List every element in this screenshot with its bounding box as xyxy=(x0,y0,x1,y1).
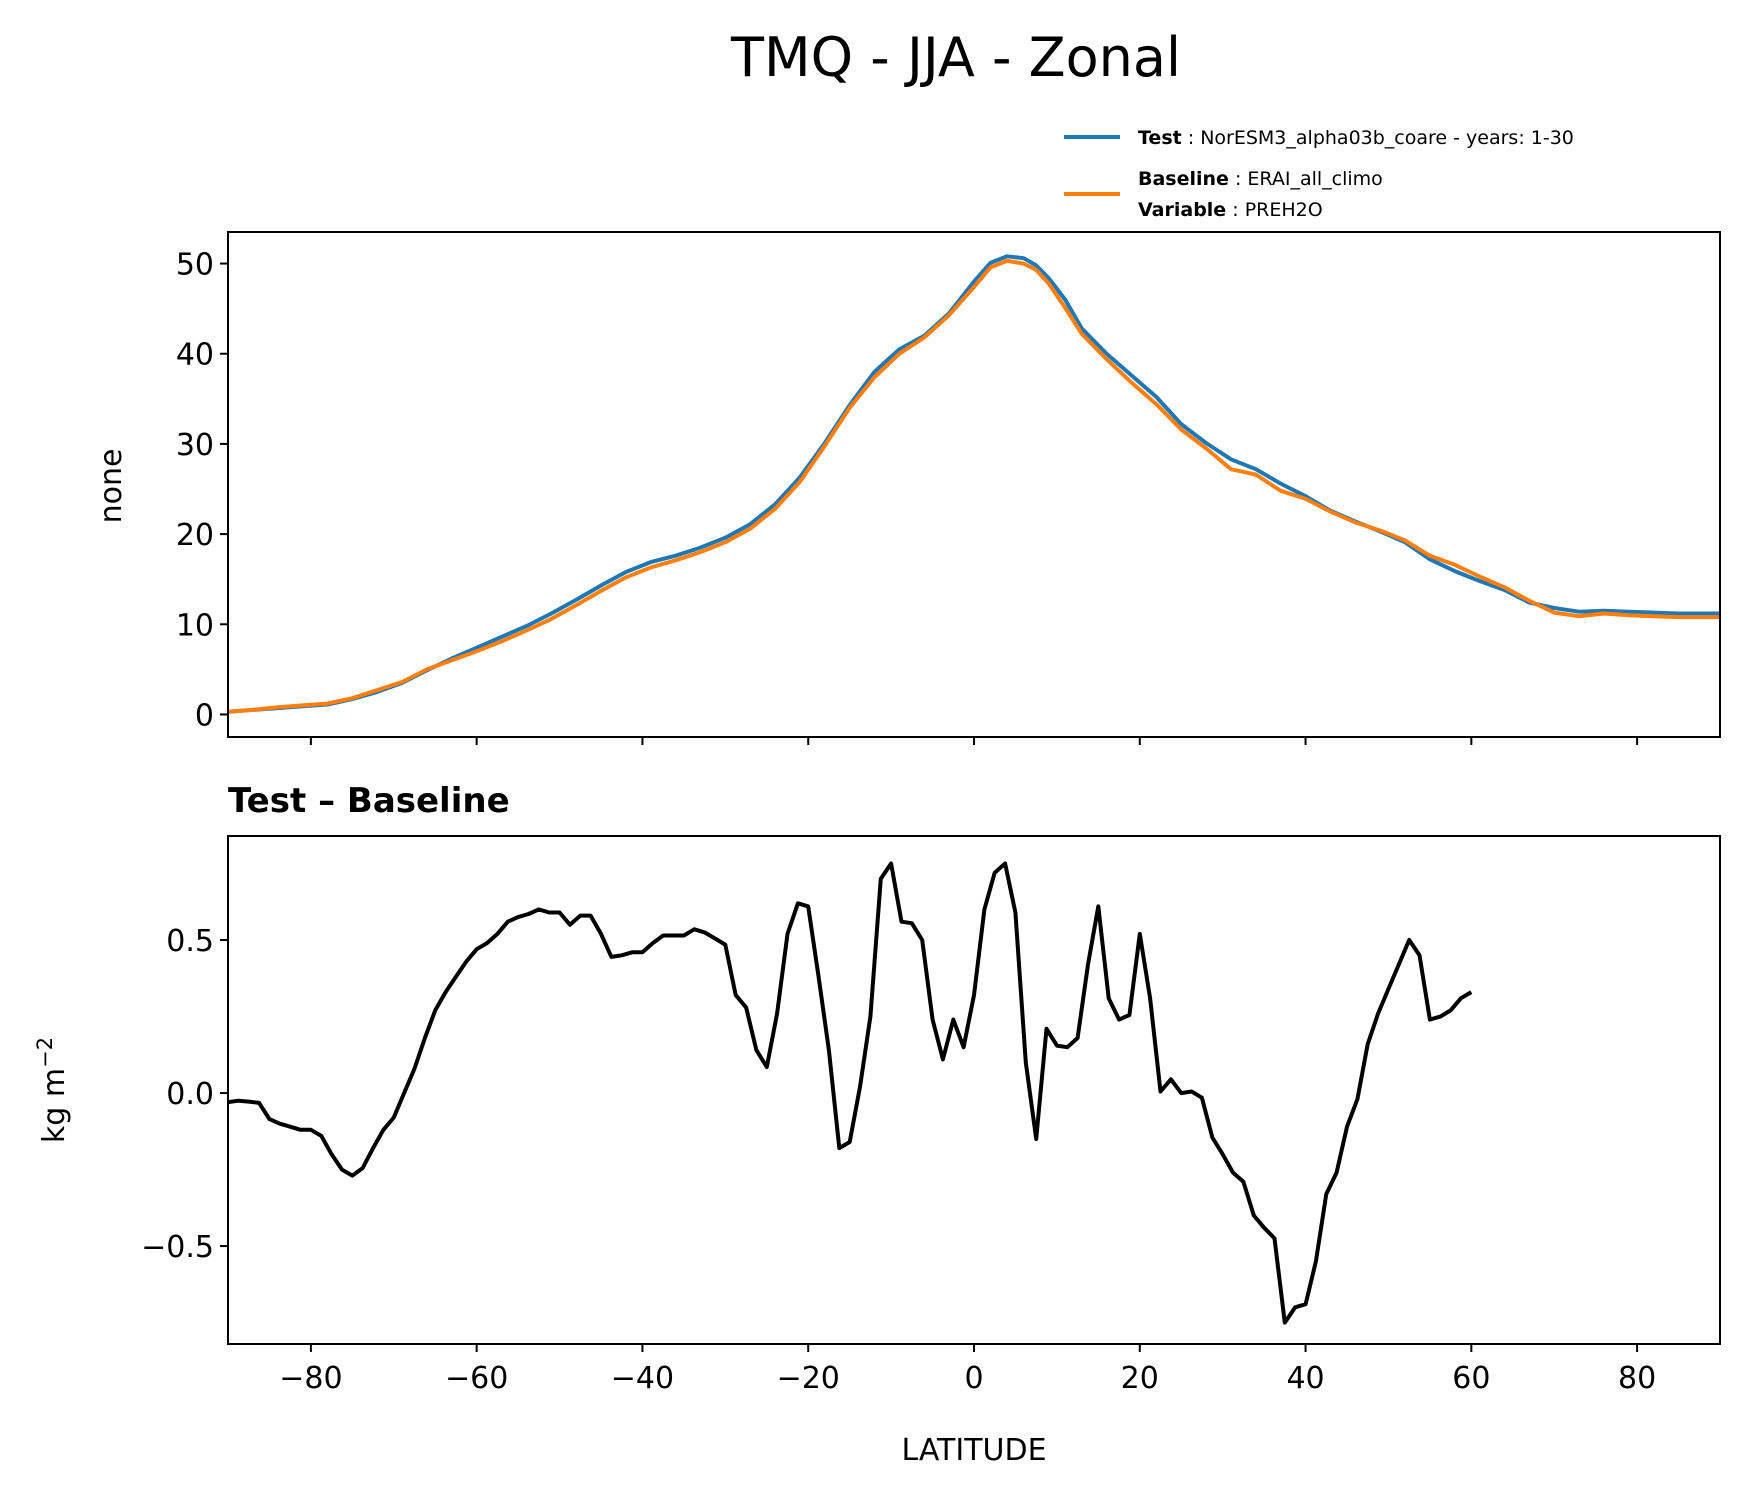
difference-panel: Test – Baseline −80 −60 −40 −20 0 20 40 60 80 −0.… xyxy=(33,781,1721,1468)
top-panel-ylabel: none xyxy=(94,449,129,524)
legend-test-label: Test : NorESM3_alpha03b_coare - years: 1… xyxy=(1138,127,1574,149)
bottom-panel-ylabel-sup: −2 xyxy=(33,1037,57,1068)
bottom-xtick-label: −60 xyxy=(445,1361,508,1396)
bottom-xtick-label: 40 xyxy=(1286,1361,1324,1396)
top-series-line-baseline xyxy=(228,258,1720,714)
legend-variable-key: Variable xyxy=(1138,199,1226,221)
bottom-panel-ylabel: kg m−2 xyxy=(33,1037,72,1143)
bottom-xtick-label: 60 xyxy=(1452,1361,1490,1396)
legend-baseline-key: Baseline xyxy=(1138,168,1229,190)
top-ytick-label: 0 xyxy=(195,698,214,733)
bottom-xtick-label: −20 xyxy=(777,1361,840,1396)
top-ytick-label: 50 xyxy=(176,248,214,283)
bottom-series-line-difference xyxy=(228,861,1473,1325)
bottom-panel-frame xyxy=(227,835,1721,1345)
bottom-xtick-label: 20 xyxy=(1121,1361,1159,1396)
bottom-xtick-label: −40 xyxy=(611,1361,674,1396)
zonal-mean-panel: 0 10 20 30 40 50 none xyxy=(94,231,1721,745)
top-ytick-label: 20 xyxy=(176,518,214,553)
top-panel-lines xyxy=(228,254,1720,714)
top-ytick-label: 30 xyxy=(176,428,214,463)
top-panel-frame xyxy=(227,231,1721,738)
bottom-ytick-label: 0.0 xyxy=(166,1077,214,1112)
top-series-line-test xyxy=(228,254,1720,714)
top-panel-ticks: 0 10 20 30 40 50 xyxy=(176,248,1639,745)
top-ytick-label: 10 xyxy=(176,608,214,643)
bottom-ytick-label: 0.5 xyxy=(166,924,214,959)
legend-test-key: Test xyxy=(1138,127,1182,149)
difference-panel-title: Test – Baseline xyxy=(228,781,510,821)
legend-test-value: NorESM3_alpha03b_coare - years: 1-30 xyxy=(1200,127,1574,149)
legend-variable-value: PREH2O xyxy=(1245,199,1323,221)
figure-title: TMQ - JJA - Zonal xyxy=(730,26,1181,89)
bottom-panel-xlabel: LATITUDE xyxy=(901,1433,1046,1468)
bottom-panel-ticks: −80 −60 −40 −20 0 20 40 60 80 −0.5 0.0 0.5 xyxy=(141,924,1656,1396)
bottom-ytick-label: −0.5 xyxy=(141,1230,214,1265)
bottom-xtick-label: 0 xyxy=(964,1361,983,1396)
top-ytick-label: 40 xyxy=(176,338,214,373)
bottom-xtick-label: 80 xyxy=(1618,1361,1656,1396)
bottom-xtick-label: −80 xyxy=(279,1361,342,1396)
legend: Test : NorESM3_alpha03b_coare - years: 1… xyxy=(1064,127,1574,221)
legend-variable-label: Variable : PREH2O xyxy=(1138,199,1323,221)
bottom-panel-lines xyxy=(228,861,1473,1325)
bottom-panel-ylabel-base: kg m xyxy=(37,1068,72,1143)
legend-baseline-value: ERAI_all_climo xyxy=(1247,168,1382,190)
legend-baseline-label: Baseline : ERAI_all_climo xyxy=(1138,168,1383,190)
